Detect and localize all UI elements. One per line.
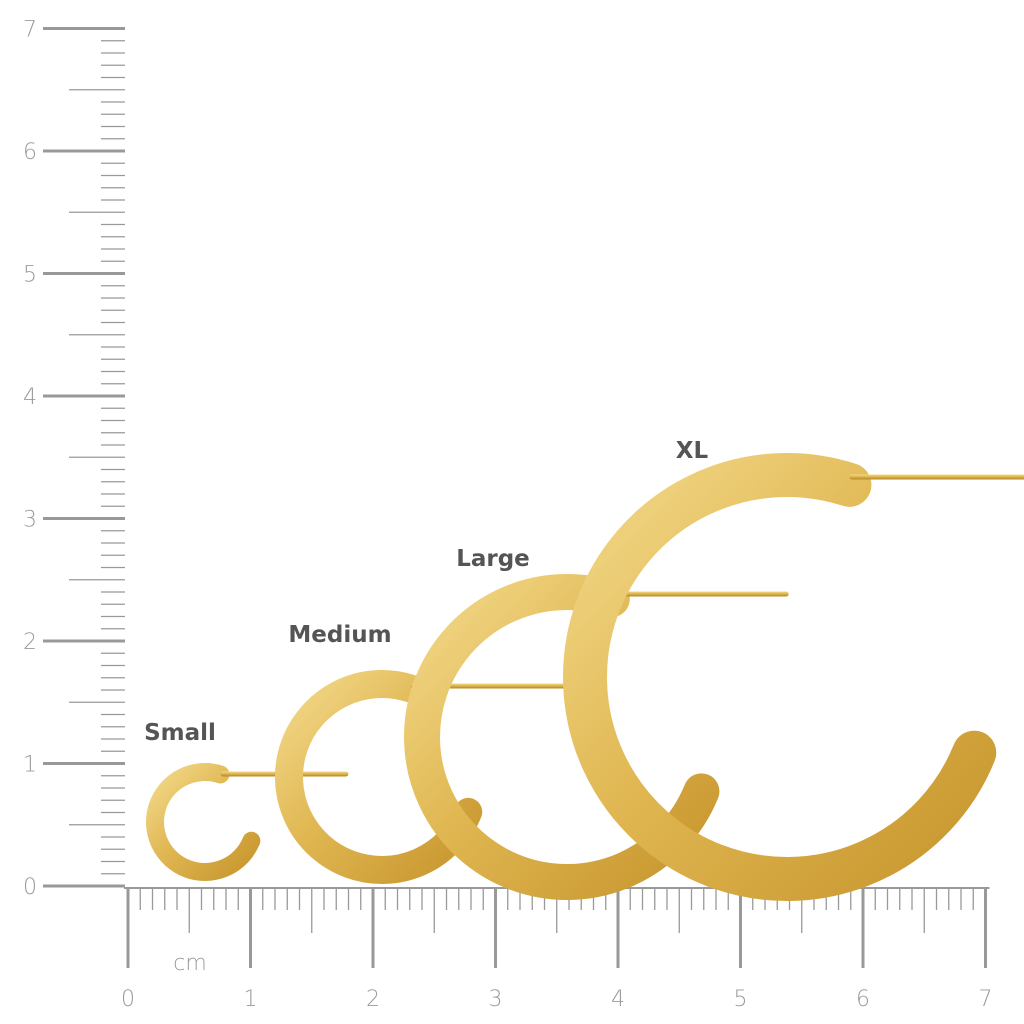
- y-tick-label: 2: [23, 630, 37, 655]
- y-tick-label: 7: [23, 18, 37, 43]
- earring-post: [410, 683, 577, 689]
- rulers: 0 1 2 3 4 5 6 7 0 1 2 3 4 5 6 7: [23, 18, 993, 1013]
- x-tick-label: 1: [244, 987, 258, 1012]
- x-tick-label: 3: [489, 987, 503, 1012]
- size-label: Medium: [288, 622, 391, 648]
- y-tick-label: 6: [23, 140, 37, 165]
- earring-post: [849, 474, 1024, 480]
- size-label: Large: [456, 546, 530, 572]
- x-tick-label: 5: [734, 987, 748, 1012]
- size-label: Small: [144, 720, 216, 746]
- x-tick-label: 7: [979, 987, 993, 1012]
- y-tick-label: 3: [23, 508, 37, 533]
- x-tick-label: 4: [611, 987, 625, 1012]
- x-tick-label: 2: [366, 987, 380, 1012]
- y-tick-label: 0: [23, 875, 37, 900]
- size-label: XL: [676, 438, 709, 464]
- x-tick-label: 6: [856, 987, 870, 1012]
- earring-post: [611, 591, 789, 597]
- hoop: [563, 453, 997, 901]
- hoop: [146, 763, 261, 881]
- y-tick-label: 5: [23, 263, 37, 288]
- x-tick-label: 0: [121, 987, 135, 1012]
- hoop: [404, 574, 720, 900]
- y-tick-label: 1: [23, 753, 37, 778]
- hoop: [275, 670, 483, 884]
- y-tick-label: 4: [23, 385, 37, 410]
- earrings: Small Medium Large XL: [144, 438, 1024, 901]
- unit-label: cm: [173, 951, 207, 976]
